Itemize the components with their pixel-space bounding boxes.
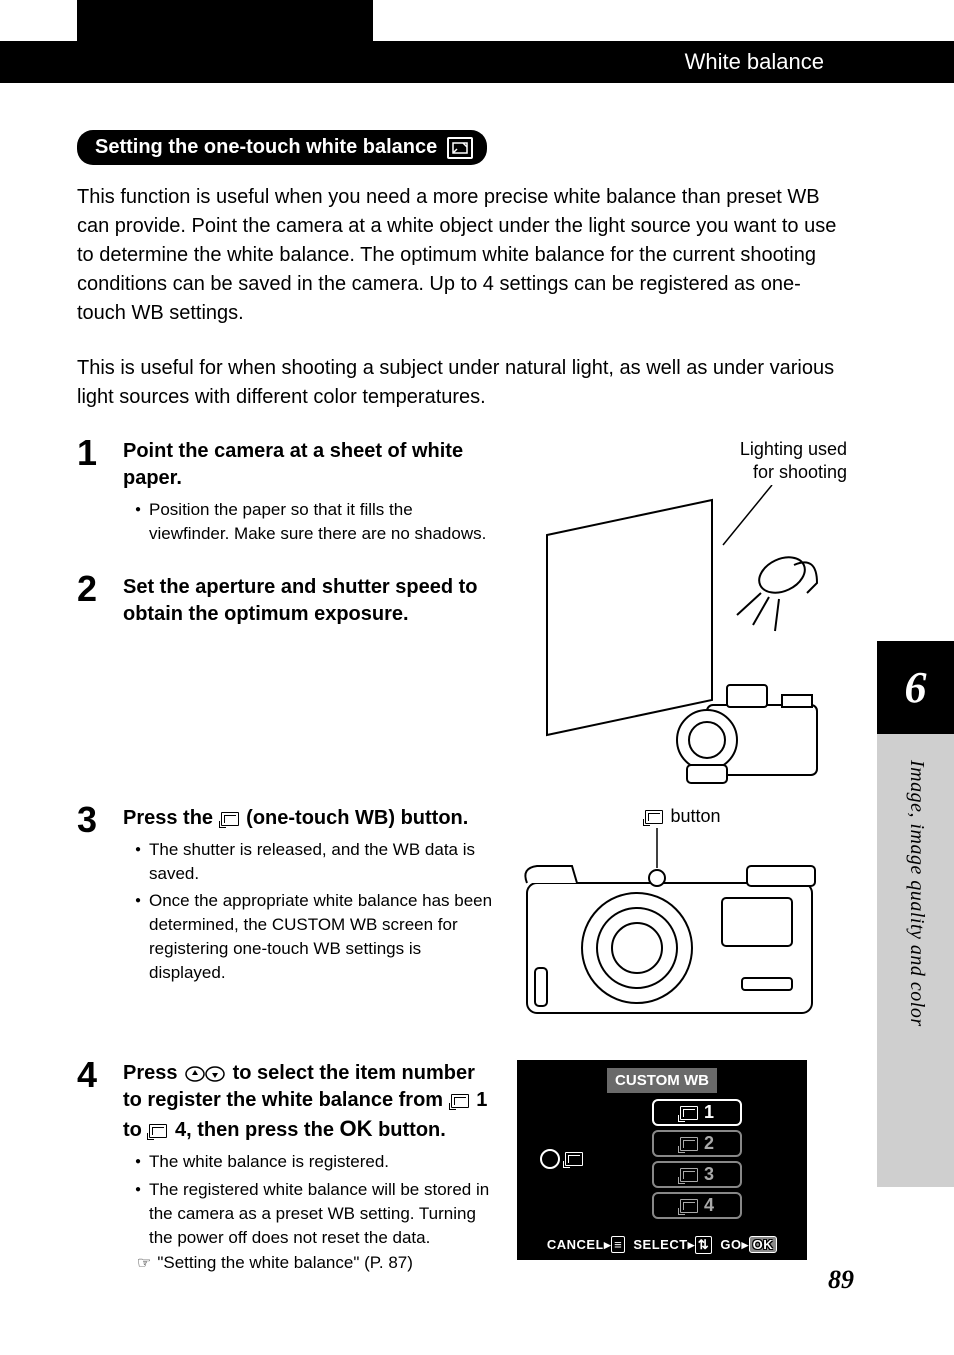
figure-camera-top: button xyxy=(517,805,847,1038)
custom-wb-list: 1 2 3 4 xyxy=(601,1099,793,1219)
custom-wb-screen: CUSTOM WB 1 2 3 4 CANCEL▸≡ SELECT▸ xyxy=(517,1060,807,1260)
step-2: 2 Set the aperture and shutter speed to … xyxy=(77,574,497,628)
step-3-row: 3 Press the (one-touch WB) button. The s… xyxy=(77,805,847,1038)
custom-wb-item-label: 1 xyxy=(704,1102,714,1123)
intro-paragraph-2: This is useful for when shooting a subje… xyxy=(77,354,847,412)
step-title: Press to select the item number to regis… xyxy=(123,1060,497,1144)
wb-button-label: button xyxy=(517,805,847,828)
camera-top-illustration xyxy=(517,828,827,1038)
cross-reference: ☞ "Setting the white balance" (P. 87) xyxy=(137,1253,413,1273)
cross-reference-text: "Setting the white balance" (P. 87) xyxy=(157,1253,413,1273)
custom-wb-title: CUSTOM WB xyxy=(607,1068,717,1093)
section-heading-text: Setting the one-touch white balance xyxy=(95,136,437,159)
step-bullet: Once the appropriate white balance has b… xyxy=(135,889,497,984)
step-number: 2 xyxy=(77,568,97,610)
section-heading-wrap: Setting the one-touch white balance xyxy=(77,130,847,165)
footer-cancel: CANCEL xyxy=(547,1237,604,1252)
custom-wb-item-label: 2 xyxy=(704,1133,714,1154)
custom-wb-item-label: 4 xyxy=(704,1195,714,1216)
one-touch-wb-icon xyxy=(149,1124,167,1138)
one-touch-wb-icon xyxy=(565,1152,583,1166)
one-touch-wb-icon xyxy=(221,812,239,826)
step-title-fragment: (one-touch WB) button. xyxy=(246,807,468,829)
figure-paper-and-light: Lighting used for shooting xyxy=(517,438,847,795)
custom-wb-item-4[interactable]: 4 xyxy=(652,1192,742,1219)
step-title-fragment: button. xyxy=(378,1119,446,1141)
custom-wb-item-3[interactable]: 3 xyxy=(652,1161,742,1188)
step-title: Point the camera at a sheet of white pap… xyxy=(123,438,497,492)
intro-paragraph-1: This function is useful when you need a … xyxy=(77,183,847,328)
step-4: 4 Press to select the item number to reg… xyxy=(77,1060,497,1273)
chapter-label: Image, image quality and color xyxy=(905,760,928,1027)
pointer-icon: ☞ xyxy=(137,1253,151,1273)
page-number: 89 xyxy=(828,1265,854,1295)
step-number: 3 xyxy=(77,799,97,841)
step-bullet: The white balance is registered. xyxy=(135,1150,497,1174)
header-bar: White balance xyxy=(0,41,954,83)
paper-camera-illustration xyxy=(517,485,837,795)
step-title-fragment: Press the xyxy=(123,807,219,829)
one-touch-wb-icon xyxy=(451,1094,469,1108)
wb-button-label-text: button xyxy=(665,806,720,826)
step-title-fragment: Press xyxy=(123,1062,183,1084)
footer-go: GO xyxy=(720,1237,741,1252)
step-1: 1 Point the camera at a sheet of white p… xyxy=(77,438,497,546)
lighting-label: Lighting used for shooting xyxy=(607,438,847,485)
chapter-tab: 6 xyxy=(877,641,954,734)
figure-custom-wb-screen: CUSTOM WB 1 2 3 4 CANCEL▸≡ SELECT▸ xyxy=(517,1060,847,1260)
ok-label: OK xyxy=(340,1116,373,1141)
custom-wb-item-2[interactable]: 2 xyxy=(652,1130,742,1157)
step-number: 4 xyxy=(77,1054,97,1096)
step-bullet: The registered white balance will be sto… xyxy=(135,1178,497,1249)
custom-wb-item-1[interactable]: 1 xyxy=(652,1099,742,1126)
step-title: Press the (one-touch WB) button. xyxy=(123,805,497,832)
step-title-fragment: 4, then press the xyxy=(175,1119,340,1141)
top-black-stub xyxy=(77,0,373,41)
footer-select: SELECT xyxy=(633,1237,687,1252)
arrow-pad-icon xyxy=(185,1066,225,1082)
one-touch-wb-icon xyxy=(447,137,473,159)
step-3: 3 Press the (one-touch WB) button. The s… xyxy=(77,805,497,985)
custom-wb-item-label: 3 xyxy=(704,1164,714,1185)
page-content: Setting the one-touch white balance This… xyxy=(77,130,847,1295)
custom-wb-footer: CANCEL▸≡ SELECT▸⇅ GO▸OK xyxy=(519,1236,805,1254)
section-heading: Setting the one-touch white balance xyxy=(77,130,487,165)
footer-ok: OK xyxy=(749,1236,778,1253)
custom-wb-left-icon xyxy=(531,1099,591,1219)
step-4-row: 4 Press to select the item number to reg… xyxy=(77,1060,847,1295)
breadcrumb: White balance xyxy=(685,49,824,75)
step-title: Set the aperture and shutter speed to ob… xyxy=(123,574,497,628)
one-touch-wb-icon xyxy=(645,810,663,824)
step-bullet: The shutter is released, and the WB data… xyxy=(135,838,497,886)
step-bullet: Position the paper so that it fills the … xyxy=(135,498,497,546)
step-number: 1 xyxy=(77,432,97,474)
steps-1-2-row: 1 Point the camera at a sheet of white p… xyxy=(77,438,847,795)
